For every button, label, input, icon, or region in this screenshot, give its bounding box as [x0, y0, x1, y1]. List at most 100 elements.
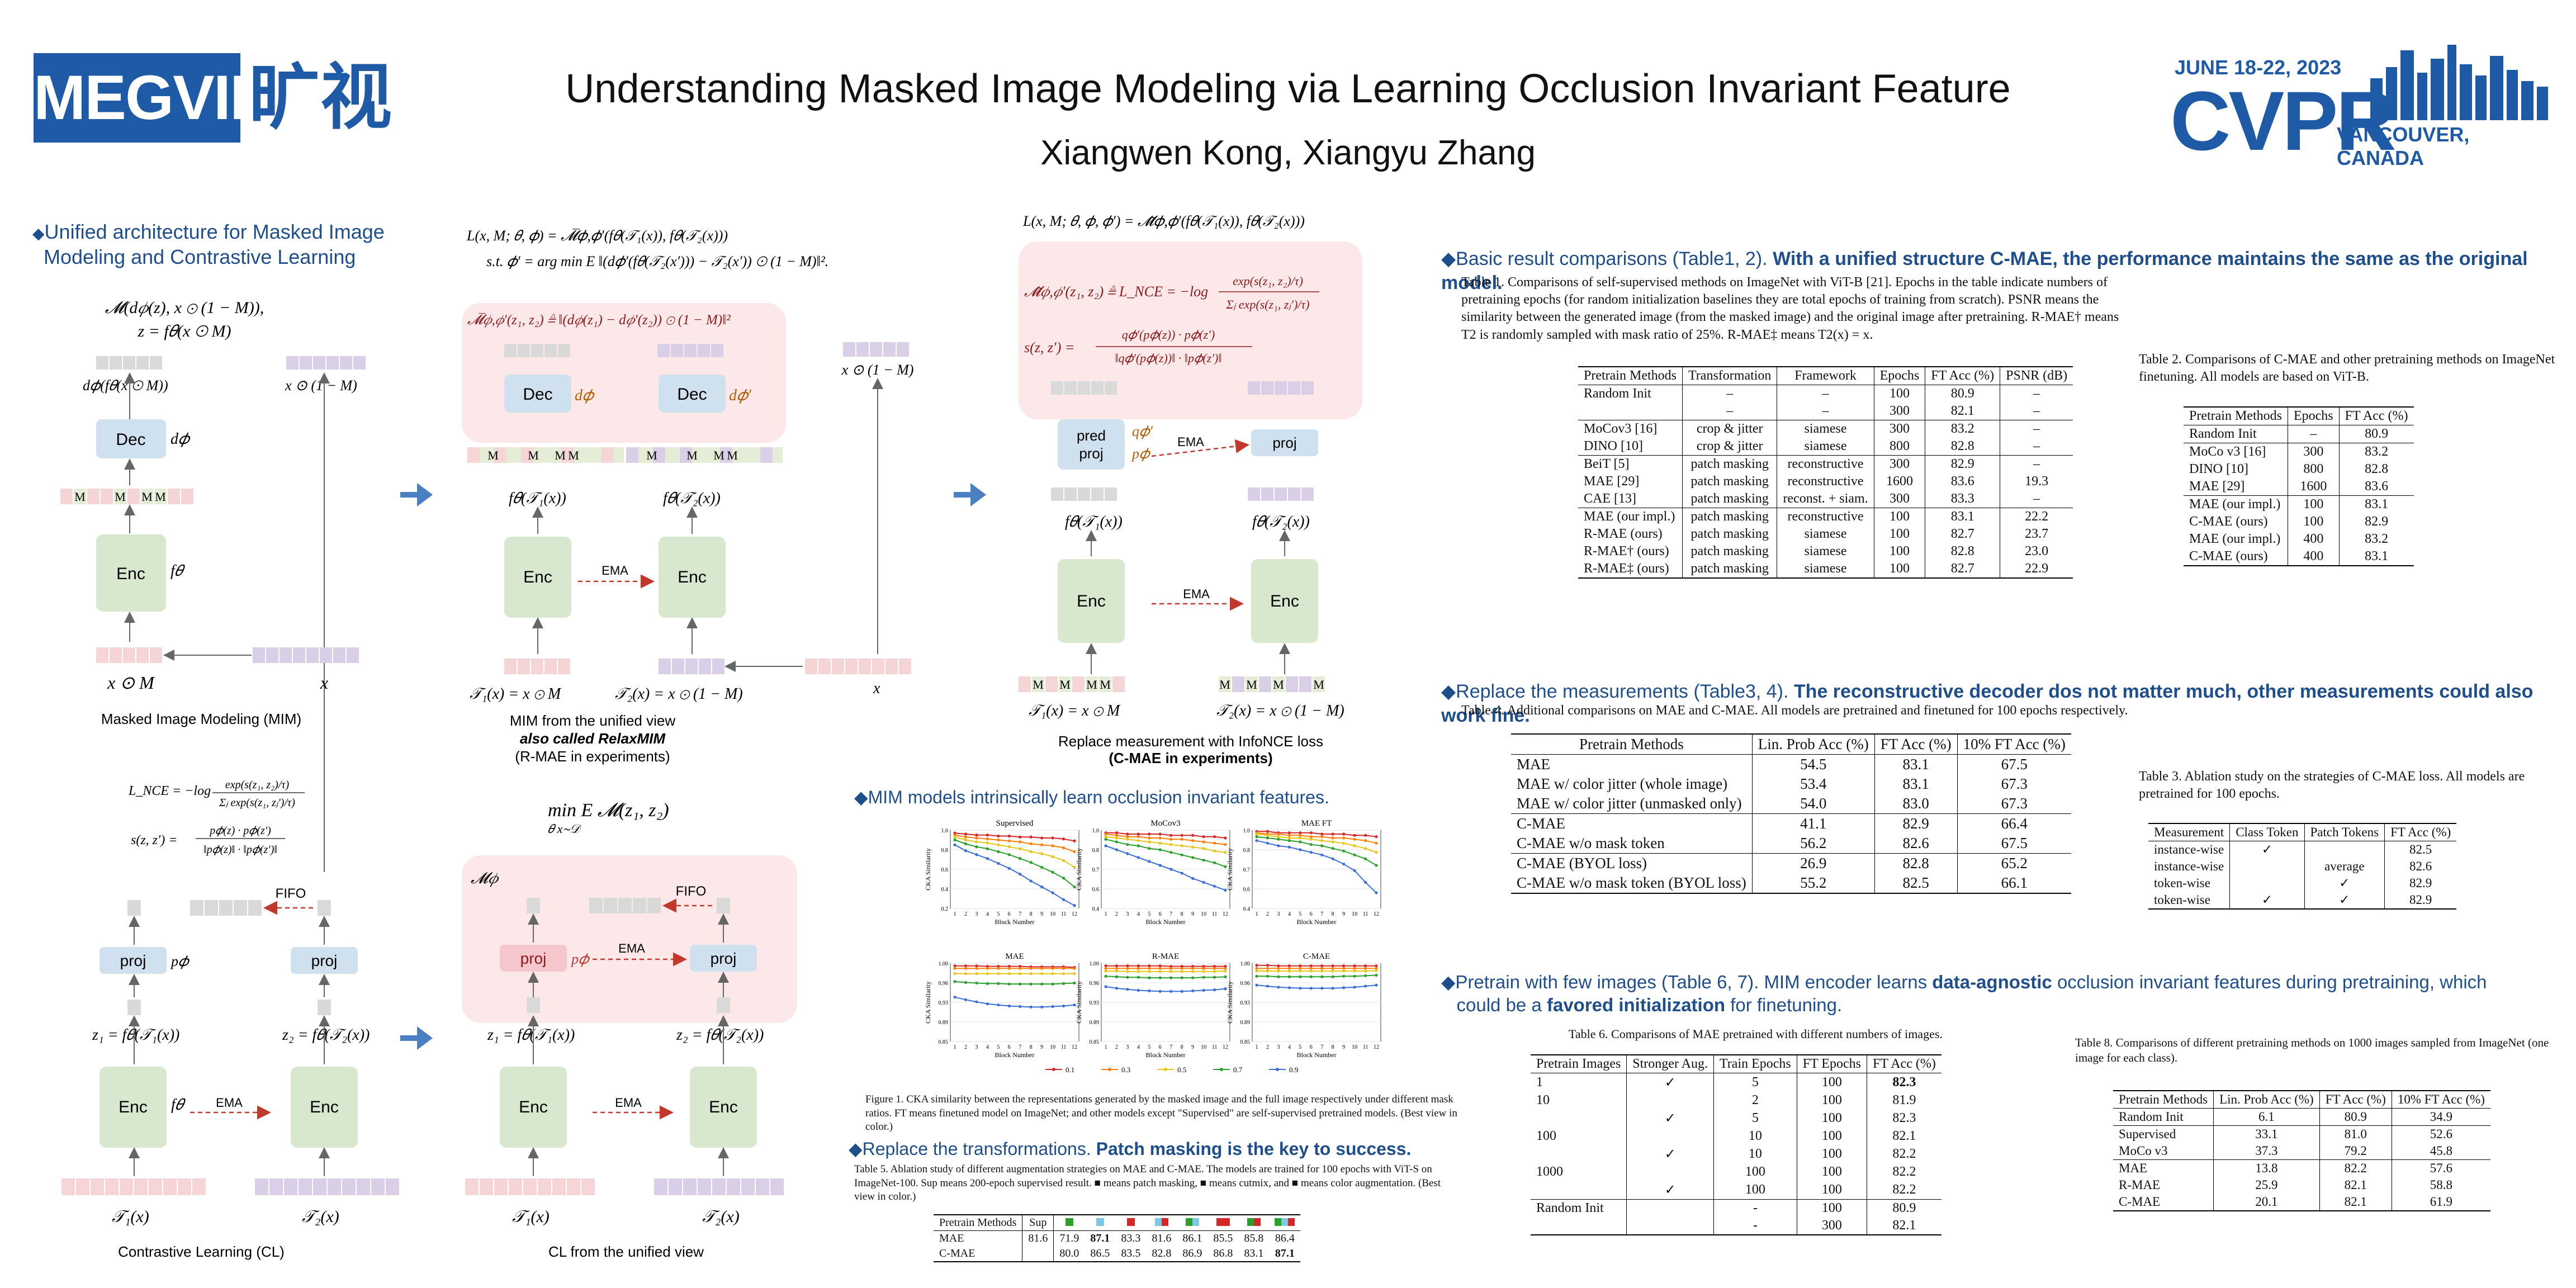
- table-cell: 87.1: [1090, 1232, 1110, 1244]
- table-cell: MoCo v3 [16]: [2184, 443, 2288, 461]
- table-cell: siamese: [1777, 560, 1874, 579]
- data-point: [1062, 877, 1066, 880]
- table-cell: 100: [1796, 1163, 1867, 1181]
- data-point: [1040, 982, 1044, 986]
- table-cell: 83.1: [1874, 774, 1958, 794]
- data-point: [1320, 853, 1324, 856]
- data-point: [1299, 975, 1302, 978]
- table1-caption: Table 1. Comparisons of self-supervised …: [1461, 275, 2119, 342]
- cka-chart-mae-ft: MAE FT0.40.60.70.81.01 2 3 4 5 6 7 8 9 10 11 12Bloc…: [1226, 819, 1381, 926]
- svg-text:z₂ = f𝜃(𝒯₂(x)): z₂ = f𝜃(𝒯₂(x)): [282, 1026, 370, 1044]
- data-point: [1266, 967, 1270, 970]
- table-cell: 100: [1873, 560, 1925, 579]
- y-tick-label: 0.8: [941, 847, 949, 854]
- table-row: C-MAE (ours) 400 83.1: [2184, 548, 2414, 566]
- table-cell: C-MAE: [2113, 1194, 2214, 1211]
- data-point: [1104, 969, 1107, 973]
- table-cell: 53.4: [1751, 774, 1875, 794]
- series-line-0.3: [954, 834, 1075, 853]
- table-cell: Stronger Aug.: [1626, 1054, 1714, 1073]
- data-point: [1019, 873, 1022, 876]
- table-cell: Measurement: [2148, 823, 2230, 841]
- table-cell: 82.1: [1866, 1128, 1942, 1145]
- table-cell: 100: [1796, 1109, 1867, 1128]
- y-axis-label: CKA Similarity: [1075, 848, 1083, 891]
- table-row: -300 82.1: [1531, 1217, 1942, 1235]
- table-cell: patch masking: [1682, 508, 1777, 525]
- svg-text:proj: proj: [311, 952, 338, 969]
- data-point: [1320, 835, 1324, 839]
- table-cell: token-wise: [2154, 876, 2210, 890]
- data-point: [1158, 964, 1162, 968]
- data-point: [975, 845, 978, 849]
- table-header-row: Pretrain Methods Transformation Framework E…: [1578, 366, 2073, 385]
- data-point: [1353, 844, 1356, 847]
- data-point: [1202, 967, 1205, 970]
- table-cell: 400: [2287, 531, 2340, 548]
- x-tick-label: 1: [1256, 1044, 1258, 1050]
- data-point: [1029, 850, 1033, 854]
- data-point: [997, 965, 1000, 968]
- cka-legend: 0.1 0.3 0.5 0.7 0.9: [1045, 1066, 1298, 1074]
- data-point: [1137, 988, 1140, 992]
- series-line-0.7: [954, 981, 1075, 985]
- x-tick-label: 6: [1159, 911, 1162, 917]
- table-cell: Supervised: [2113, 1125, 2214, 1143]
- data-point: [1191, 976, 1195, 979]
- table-cell: C-MAE: [1511, 813, 1753, 834]
- svg-text:Enc: Enc: [119, 1098, 148, 1116]
- data-point: [1169, 967, 1173, 970]
- x-axis-label: Block Number: [1297, 918, 1337, 926]
- svg-text:f𝜃(𝒯₁(x)): f𝜃(𝒯₁(x)): [1065, 513, 1123, 531]
- data-point: [1299, 831, 1302, 835]
- data-point: [1115, 840, 1119, 844]
- data-point: [1180, 853, 1183, 856]
- svg-text:proj: proj: [1079, 445, 1103, 462]
- table-row: Random Init –80.9: [2184, 425, 2414, 443]
- table-cell: C-MAE (BYOL loss): [1511, 853, 1753, 873]
- svg-text:Σⱼ exp(s(z₁, zⱼ′)/τ): Σⱼ exp(s(z₁, zⱼ′)/τ): [1225, 297, 1309, 311]
- y-tick-label: 0.85: [1240, 1039, 1251, 1045]
- svg-text:M: M: [155, 490, 166, 504]
- cvpr-logo: JUNE 18-22, 2023 CVPR VANCOUVER, CANADA: [2170, 34, 2549, 169]
- table-cell: 10: [1536, 1093, 1550, 1107]
- svg-text:L_NCE = −log: L_NCE = −log: [128, 784, 211, 798]
- table-cell: 82.9: [2384, 892, 2457, 910]
- data-point: [1277, 986, 1280, 989]
- data-point: [997, 843, 1000, 846]
- data-point: [1255, 964, 1258, 967]
- table-cell: [1531, 1145, 1627, 1163]
- mim-caption: Masked Image Modeling (MIM): [101, 711, 301, 727]
- data-point: [1051, 972, 1054, 976]
- data-point: [1320, 967, 1324, 970]
- data-point: [975, 836, 978, 840]
- table-cell: patch masking: [1682, 455, 1777, 473]
- data-point: [1255, 974, 1258, 978]
- data-point: [1287, 964, 1291, 968]
- x-tick-label: 9: [1191, 1044, 1194, 1050]
- data-point: [1266, 830, 1270, 833]
- data-point: [1137, 967, 1140, 970]
- arrow-right-icon: [400, 1026, 433, 1050]
- series-line-0.3: [1256, 832, 1377, 844]
- x-tick-label: 7: [1169, 911, 1172, 917]
- table-cell: 79.2: [2319, 1143, 2392, 1160]
- data-point: [975, 967, 978, 970]
- data-point: [1375, 967, 1378, 970]
- data-point: [1309, 837, 1313, 841]
- data-point: [1137, 832, 1140, 836]
- data-point: [986, 982, 989, 985]
- x-tick-label: 12: [1223, 911, 1228, 917]
- chart-title: R-MAE: [1152, 952, 1179, 961]
- table-cell: 83.2: [2338, 443, 2414, 461]
- data-point: [964, 832, 968, 836]
- y-axis-label: CKA Similarity: [924, 981, 932, 1024]
- x-tick-label: 1: [1105, 911, 1107, 917]
- x-tick-label: 10: [1201, 911, 1206, 917]
- table-cell: ✓: [2304, 875, 2385, 892]
- data-point: [986, 857, 989, 860]
- x-axis-label: Block Number: [1297, 1051, 1337, 1059]
- table-cell: ✓: [2304, 892, 2385, 910]
